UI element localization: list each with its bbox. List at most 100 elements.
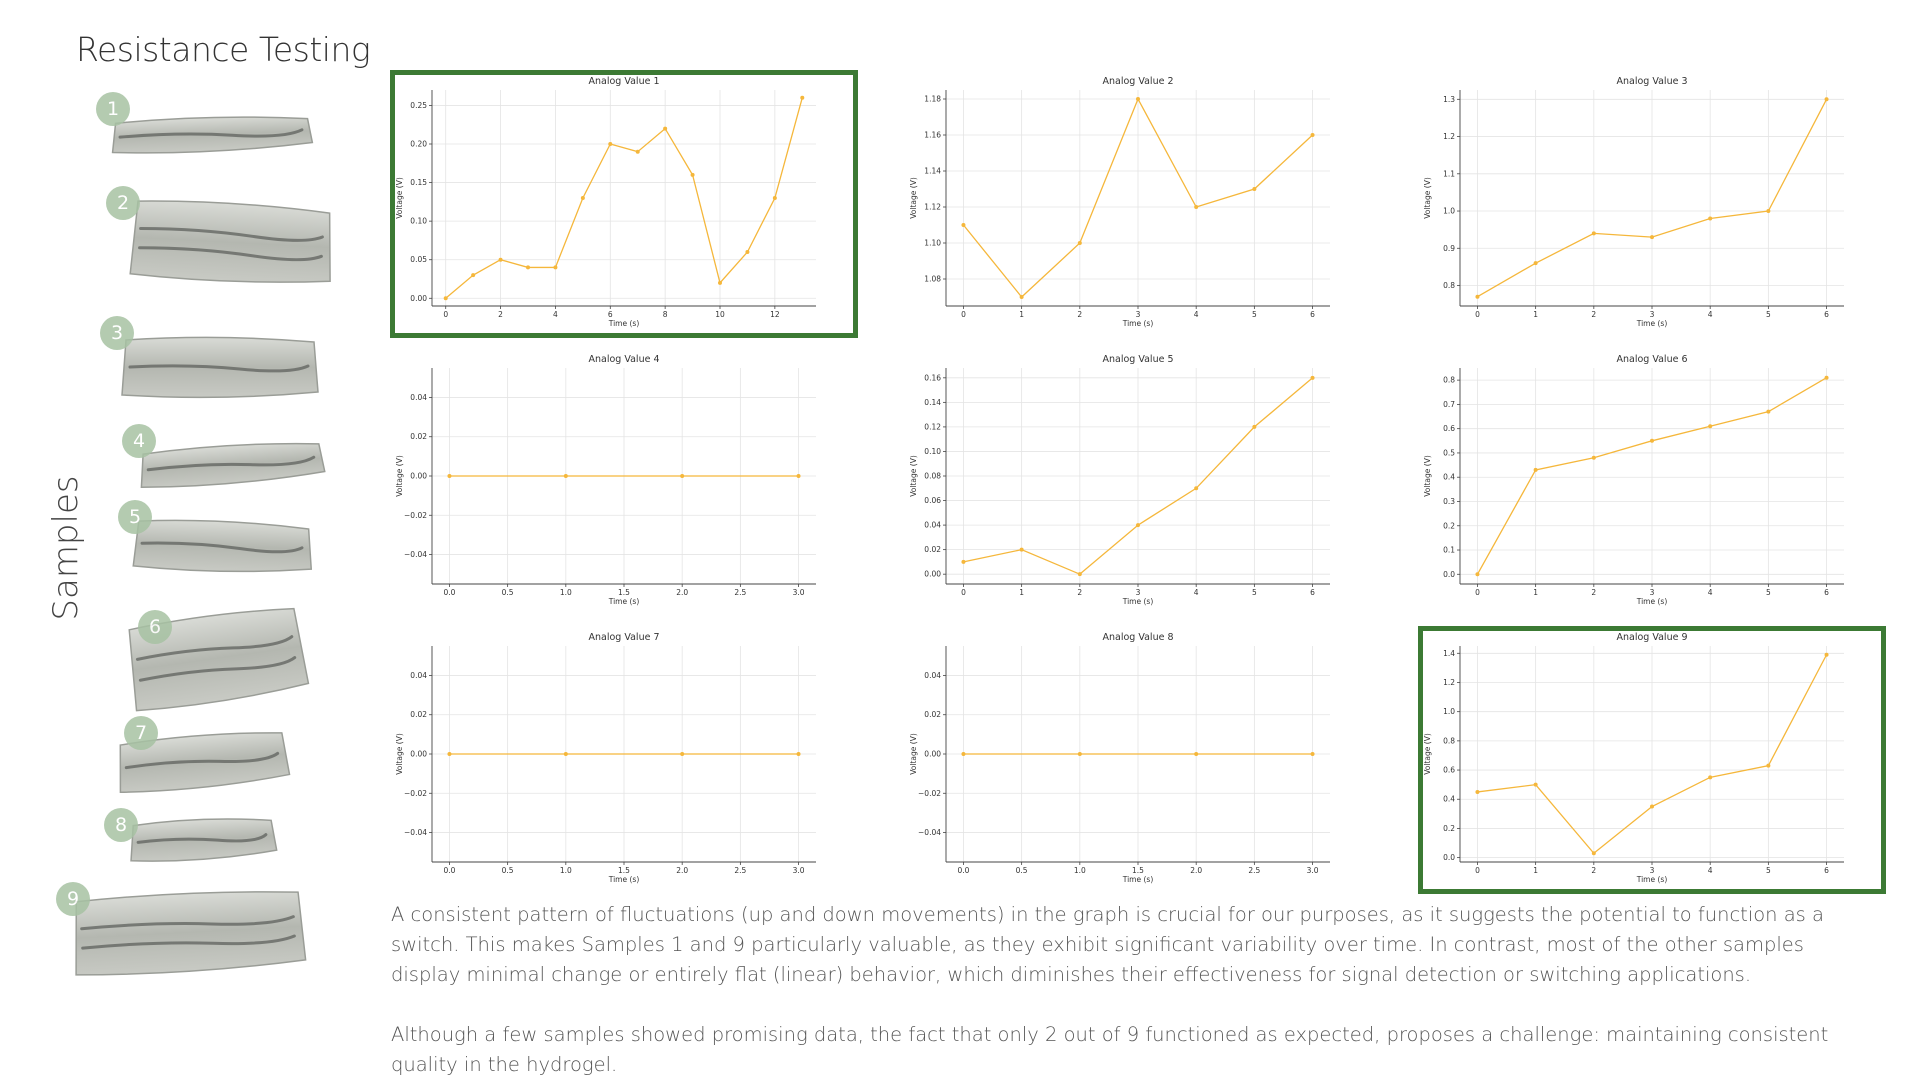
x-tick-label: 3 xyxy=(1650,588,1655,597)
data-point xyxy=(526,265,530,270)
data-point xyxy=(680,752,685,756)
x-tick-label: 1 xyxy=(1533,866,1538,875)
y-tick-label: 1.0 xyxy=(1443,707,1455,716)
data-point xyxy=(680,474,685,478)
data-point xyxy=(1077,241,1082,245)
data-point xyxy=(1650,804,1654,809)
x-tick-label: 2 xyxy=(1077,588,1082,597)
y-tick-label: 0.02 xyxy=(410,710,427,719)
x-tick-label: 2.0 xyxy=(676,588,688,597)
x-tick-label: 2 xyxy=(1077,310,1082,319)
chart-title: Analog Value 4 xyxy=(589,354,660,365)
x-tick-label: 4 xyxy=(1194,588,1199,597)
x-axis-label: Time (s) xyxy=(1636,597,1668,606)
y-axis-label: Voltage (V) xyxy=(909,455,918,497)
data-point xyxy=(1475,789,1480,794)
data-point xyxy=(1708,424,1713,429)
chart-title: Analog Value 7 xyxy=(589,632,660,643)
sample-number-badge: 2 xyxy=(106,186,140,220)
x-tick-label: 1.0 xyxy=(560,866,572,875)
sample-number-badge: 8 xyxy=(104,808,138,842)
x-tick-label: 3 xyxy=(1650,866,1655,875)
x-tick-label: 6 xyxy=(1824,588,1829,597)
page-title: Resistance Testing xyxy=(76,30,371,69)
data-point xyxy=(1533,261,1538,266)
y-tick-label: 0.6 xyxy=(1443,424,1455,433)
data-point xyxy=(635,149,640,154)
sample-image xyxy=(124,814,280,864)
data-point xyxy=(772,196,777,200)
chart-svg: −0.04 −0.02 0.00 0.02 0.04 0.0 0.5 1.0 1.5 2.0 2.5… xyxy=(395,354,816,606)
x-axis-label: Time (s) xyxy=(1122,319,1154,328)
data-point xyxy=(1591,455,1596,460)
x-tick-label: 6 xyxy=(1824,310,1829,319)
y-tick-label: 0.16 xyxy=(924,373,941,382)
y-tick-label: 0.20 xyxy=(410,140,427,149)
x-tick-label: 6 xyxy=(1824,866,1829,875)
y-tick-label: 0.10 xyxy=(410,217,427,226)
y-tick-label: 1.18 xyxy=(924,95,941,104)
data-point xyxy=(800,95,805,100)
data-point xyxy=(447,474,452,478)
x-axis-label: Time (s) xyxy=(1122,597,1154,606)
y-tick-label: 0.4 xyxy=(1443,473,1455,482)
data-point xyxy=(498,257,503,262)
sample-image xyxy=(128,516,316,576)
x-tick-label: 1.0 xyxy=(1074,866,1086,875)
x-tick-label: 10 xyxy=(715,310,725,319)
x-tick-label: 1 xyxy=(1533,588,1538,597)
y-tick-label: 0.0 xyxy=(1443,570,1455,579)
x-tick-label: 6 xyxy=(1310,588,1315,597)
data-point xyxy=(563,474,568,478)
x-tick-label: 2 xyxy=(1591,310,1596,319)
x-tick-label: 0.5 xyxy=(502,588,514,597)
y-tick-label: 1.12 xyxy=(924,203,941,212)
y-tick-label: 0.25 xyxy=(410,101,427,110)
data-point xyxy=(1766,209,1771,214)
chart-svg: 0.00 0.05 0.10 0.15 0.20 0.25 0 2 4 6 8 10 12 Analog … xyxy=(395,76,816,328)
sample-image xyxy=(124,607,310,712)
x-tick-label: 3.0 xyxy=(1307,866,1319,875)
y-tick-label: 1.08 xyxy=(924,275,941,284)
x-tick-label: 1.0 xyxy=(560,588,572,597)
y-tick-label: 1.3 xyxy=(1443,95,1455,104)
data-point xyxy=(1194,486,1199,491)
x-tick-label: 3 xyxy=(1136,310,1141,319)
y-tick-label: 0.14 xyxy=(924,398,941,407)
y-tick-label: 0.04 xyxy=(924,521,941,530)
y-tick-label: 1.1 xyxy=(1443,169,1455,178)
data-point xyxy=(718,280,722,285)
chart-svg: 0.00 0.02 0.04 0.06 0.08 0.10 0.12 0.14 0.16 0 1 2 3… xyxy=(909,354,1330,606)
sample-image xyxy=(134,440,328,489)
chart-analog-value-7: −0.04 −0.02 0.00 0.02 0.04 0.0 0.5 1.0 1.5 2.0 2.5… xyxy=(392,628,834,890)
data-point xyxy=(1077,752,1082,756)
x-tick-label: 1 xyxy=(1533,310,1538,319)
y-axis-label: Voltage (V) xyxy=(1423,455,1432,497)
x-tick-label: 2 xyxy=(1591,866,1596,875)
x-tick-label: 5 xyxy=(1252,310,1257,319)
data-point xyxy=(1824,652,1829,657)
data-point xyxy=(1824,375,1829,380)
y-tick-label: 1.10 xyxy=(924,239,941,248)
chart-svg: 0.0 0.2 0.4 0.6 0.8 1.0 1.2 1.4 0 1 2 3 4 5 6 Analog Va… xyxy=(1423,632,1844,884)
x-tick-label: 1.5 xyxy=(618,866,630,875)
x-tick-label: 3 xyxy=(1136,588,1141,597)
data-point xyxy=(1708,775,1713,780)
highlight-frame xyxy=(1418,626,1886,894)
y-tick-label: 1.0 xyxy=(1443,207,1455,216)
x-tick-label: 0.0 xyxy=(443,588,455,597)
x-tick-label: 1.5 xyxy=(618,588,630,597)
data-point xyxy=(1533,782,1538,787)
data-point xyxy=(796,752,801,756)
chart-title: Analog Value 6 xyxy=(1617,354,1688,365)
x-tick-label: 0 xyxy=(961,588,966,597)
y-tick-label: 1.2 xyxy=(1443,678,1455,687)
data-point xyxy=(1650,438,1654,443)
data-point xyxy=(1475,572,1480,577)
x-tick-label: 2.0 xyxy=(1190,866,1202,875)
x-tick-label: 3 xyxy=(1650,310,1655,319)
y-tick-label: 0.12 xyxy=(924,422,941,431)
x-tick-label: 0.5 xyxy=(1016,866,1028,875)
y-tick-label: −0.02 xyxy=(404,789,427,798)
y-tick-label: 0.8 xyxy=(1443,736,1455,745)
